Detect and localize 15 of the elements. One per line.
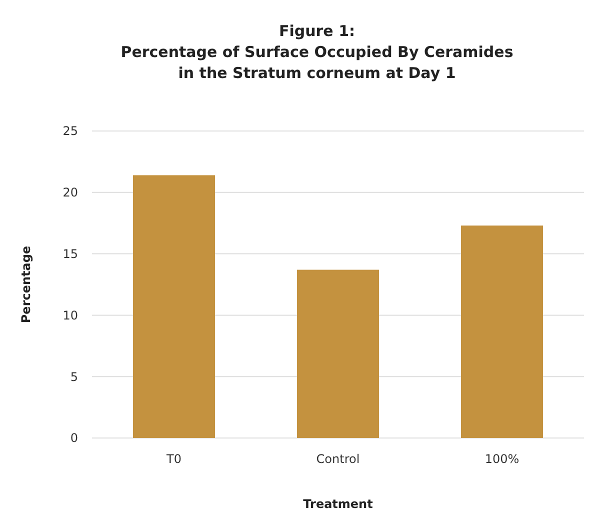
y-tick-label: 15: [62, 247, 78, 261]
chart-title: Figure 1: Percentage of Surface Occupied By Ceramides in the Stratum corneum at Day 1: [120, 22, 514, 82]
y-tick-label: 10: [62, 308, 78, 322]
y-axis-title: Percentage: [19, 246, 33, 324]
y-tick-label: 20: [62, 186, 78, 200]
x-tick-label: 100%: [484, 452, 520, 466]
bar: [461, 226, 543, 438]
x-tick-label: Control: [316, 452, 360, 466]
x-tick-label: T0: [166, 452, 182, 466]
y-tick-label: 5: [70, 370, 78, 384]
bar: [297, 270, 379, 438]
bar: [133, 175, 215, 438]
y-tick-label: 0: [70, 431, 78, 446]
y-tick-label: 25: [62, 124, 78, 138]
x-axis-title: Treatment: [303, 497, 374, 511]
